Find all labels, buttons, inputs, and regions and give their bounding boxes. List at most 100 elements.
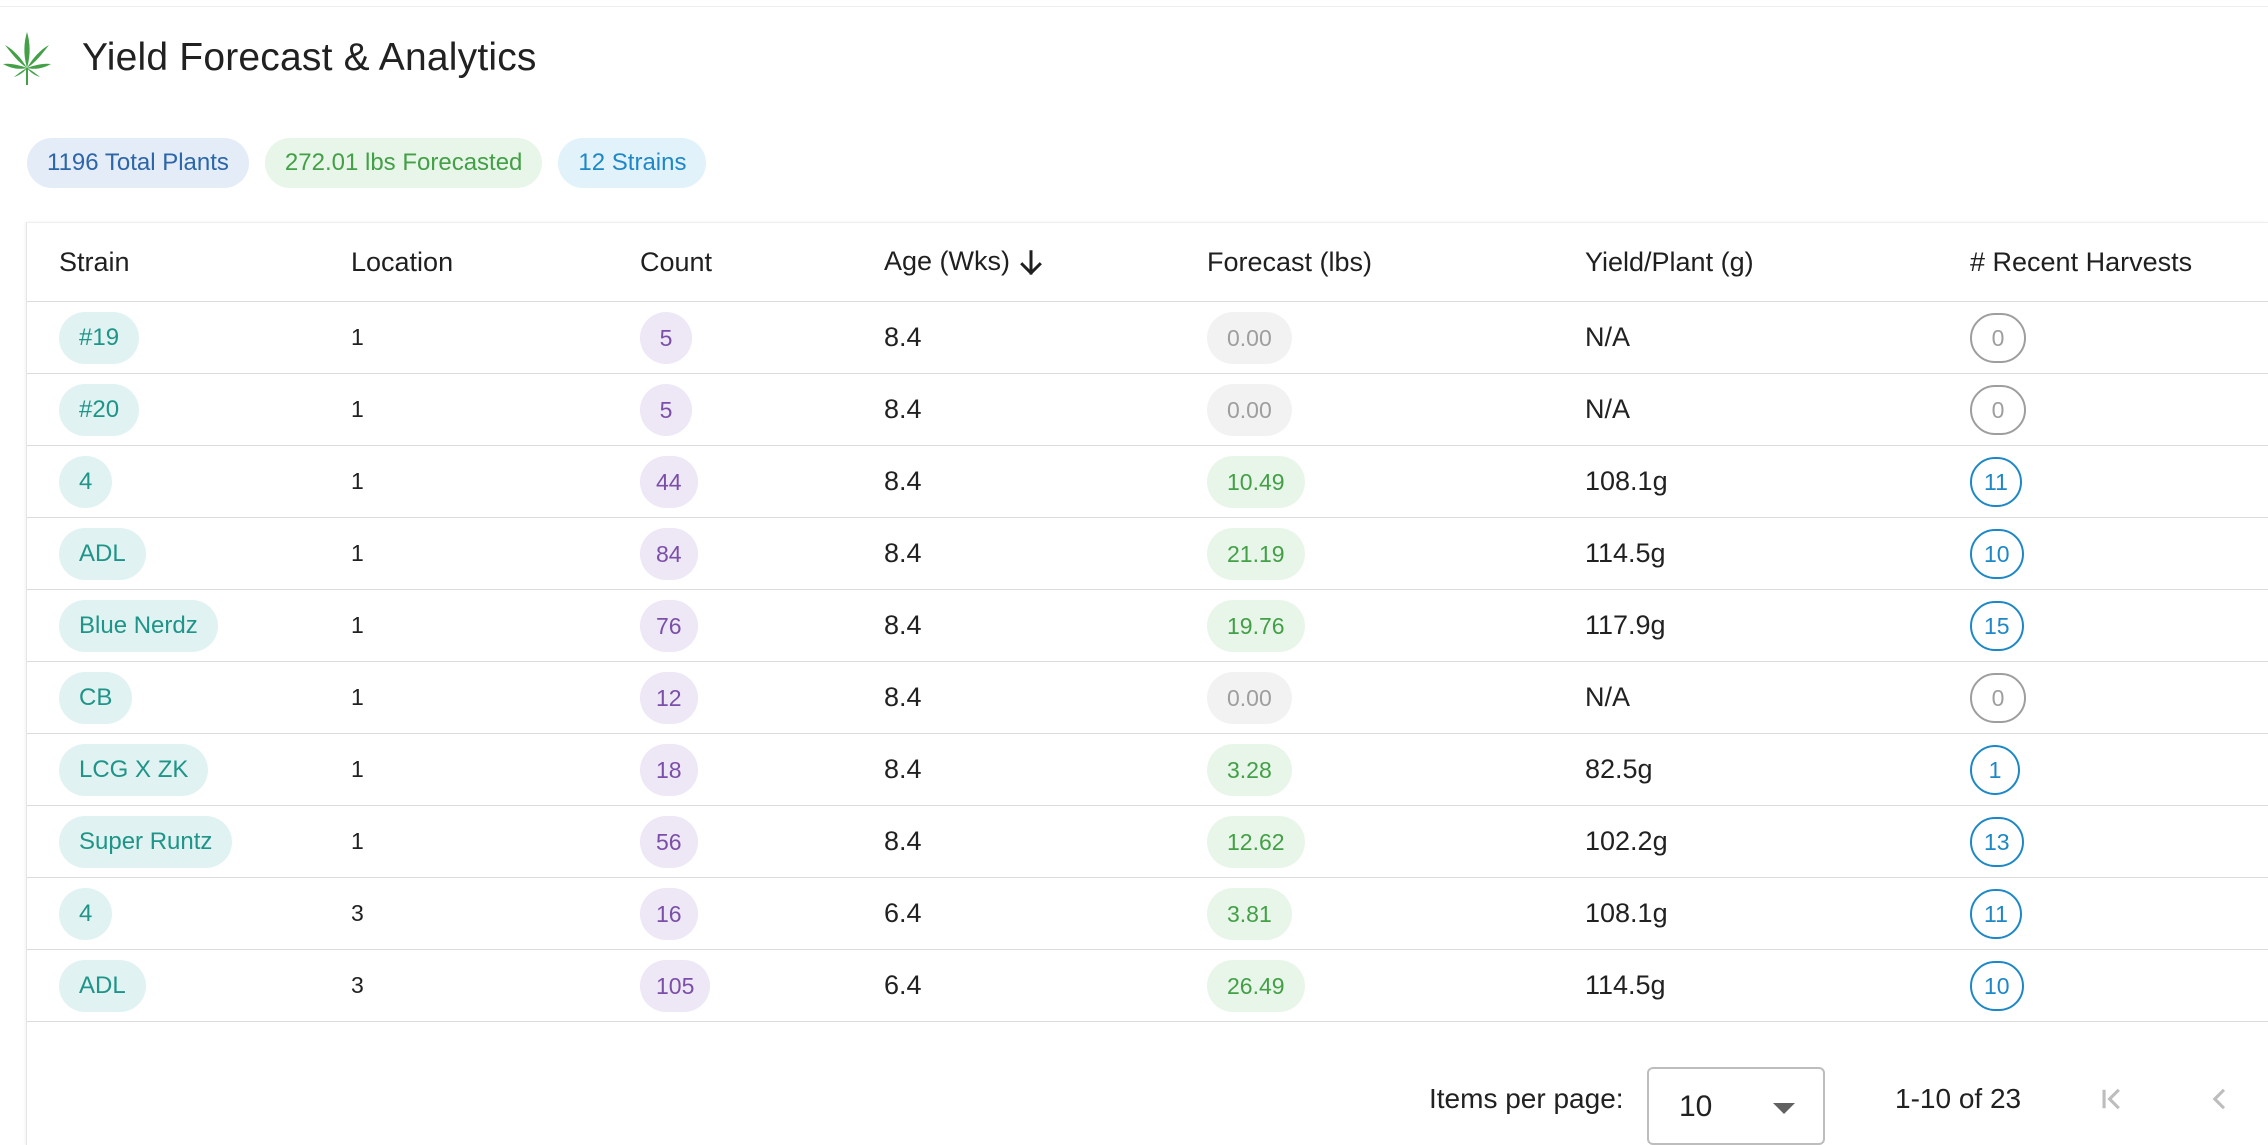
location-cell: 3	[351, 877, 640, 950]
location-cell: 3	[351, 949, 640, 1022]
forecast-chip: 3.81	[1207, 887, 1292, 940]
table-row[interactable]: CB 1 12 8.4 0.00 N/A 0	[27, 661, 2268, 734]
column-header-count[interactable]: Count	[640, 223, 884, 302]
age-cell: 8.4	[884, 589, 1207, 662]
column-header-harvests[interactable]: # Recent Harvests	[1970, 223, 2268, 302]
column-header-label: Forecast (lbs)	[1207, 246, 1373, 277]
location-cell: 1	[351, 517, 640, 590]
count-chip: 105	[640, 959, 711, 1012]
forecast-chip: 21.19	[1207, 527, 1305, 580]
forecast-chip: 26.49	[1207, 959, 1305, 1012]
age-cell: 6.4	[884, 949, 1207, 1022]
column-header-label: Location	[351, 246, 454, 277]
table-row[interactable]: #20 1 5 8.4 0.00 N/A 0	[27, 373, 2268, 446]
location-cell: 1	[351, 661, 640, 734]
yield-cell: 117.9g	[1585, 589, 1970, 662]
table-row[interactable]: Super Runtz 1 56 8.4 12.62 102.2g 13	[27, 805, 2268, 878]
age-cell: 8.4	[884, 373, 1207, 446]
previous-page-button[interactable]	[2195, 1075, 2243, 1123]
strain-chip: 4	[59, 887, 113, 940]
yield-cell: 108.1g	[1585, 445, 1970, 518]
count-chip: 84	[640, 527, 698, 580]
column-header-label: Count	[640, 246, 713, 277]
yield-table-card: Strain Location Count Age (Wks) Forecast…	[26, 222, 2268, 1145]
page-range-label: 1-10 of 23	[1895, 1083, 2022, 1114]
yield-cell: N/A	[1585, 373, 1970, 446]
yield-cell: N/A	[1585, 661, 1970, 734]
column-header-forecast[interactable]: Forecast (lbs)	[1207, 223, 1585, 302]
column-header-strain[interactable]: Strain	[27, 223, 351, 302]
items-per-page-select[interactable]: 10	[1647, 1067, 1825, 1145]
forecast-chip: 0.00	[1207, 383, 1292, 436]
harvest-count-badge: 11	[1970, 888, 2022, 939]
strain-chip: 4	[59, 455, 113, 508]
location-cell: 1	[351, 301, 640, 374]
forecast-chip: 12.62	[1207, 815, 1305, 868]
harvest-count-badge: 0	[1970, 312, 2026, 363]
yield-cell: 102.2g	[1585, 805, 1970, 878]
age-cell: 8.4	[884, 805, 1207, 878]
strain-chip: LCG X ZK	[59, 743, 209, 796]
yield-cell: 114.5g	[1585, 949, 1970, 1022]
count-chip: 16	[640, 887, 698, 940]
items-per-page-value: 10	[1679, 1090, 1713, 1123]
strain-chip: ADL	[59, 527, 146, 580]
table-row[interactable]: ADL 1 84 8.4 21.19 114.5g 10	[27, 517, 2268, 590]
forecast-chip: 3.28	[1207, 743, 1292, 796]
location-cell: 1	[351, 805, 640, 878]
forecast-chip: 0.00	[1207, 311, 1292, 364]
harvest-count-badge: 0	[1970, 384, 2026, 435]
location-cell: 1	[351, 373, 640, 446]
page-title: Yield Forecast & Analytics	[82, 36, 537, 79]
count-chip: 76	[640, 599, 698, 652]
yield-table: Strain Location Count Age (Wks) Forecast…	[27, 223, 2268, 1022]
yield-cell: N/A	[1585, 301, 1970, 374]
harvest-count-badge: 15	[1970, 600, 2024, 651]
column-header-age[interactable]: Age (Wks)	[884, 223, 1207, 302]
total-plants-chip: 1196 Total Plants	[27, 138, 249, 188]
age-cell: 8.4	[884, 445, 1207, 518]
yield-cell: 108.1g	[1585, 877, 1970, 950]
items-per-page-label: Items per page:	[1429, 1083, 1624, 1114]
table-row[interactable]: ADL 3 105 6.4 26.49 114.5g 10	[27, 949, 2268, 1022]
strain-chip: Blue Nerdz	[59, 599, 218, 652]
table-row[interactable]: 4 3 16 6.4 3.81 108.1g 11	[27, 877, 2268, 950]
column-header-label: Strain	[59, 246, 130, 277]
count-chip: 12	[640, 671, 698, 724]
age-cell: 8.4	[884, 733, 1207, 806]
harvest-count-badge: 1	[1970, 744, 2020, 795]
page-header: Yield Forecast & Analytics	[0, 22, 537, 94]
age-cell: 8.4	[884, 517, 1207, 590]
harvest-count-badge: 11	[1970, 456, 2022, 507]
paginator: Items per page: 10 1-10 of 23	[27, 1045, 2268, 1145]
age-cell: 6.4	[884, 877, 1207, 950]
first-page-button[interactable]	[2087, 1075, 2135, 1123]
harvest-count-badge: 13	[1970, 816, 2024, 867]
table-row[interactable]: #19 1 5 8.4 0.00 N/A 0	[27, 301, 2268, 374]
chevron-left-icon	[2212, 1088, 2226, 1110]
forecast-chip: 0.00	[1207, 671, 1292, 724]
column-header-label: # Recent Harvests	[1970, 246, 2193, 277]
table-row[interactable]: Blue Nerdz 1 76 8.4 19.76 117.9g 15	[27, 589, 2268, 662]
strains-count-chip: 12 Strains	[558, 138, 707, 188]
table-row[interactable]: 4 1 44 8.4 10.49 108.1g 11	[27, 445, 2268, 518]
dropdown-caret-icon	[1773, 1103, 1795, 1114]
strain-chip: ADL	[59, 959, 146, 1012]
yield-cell: 82.5g	[1585, 733, 1970, 806]
count-chip: 5	[640, 383, 692, 436]
strain-chip: #20	[59, 383, 140, 436]
location-cell: 1	[351, 733, 640, 806]
location-cell: 1	[351, 445, 640, 518]
column-header-yield[interactable]: Yield/Plant (g)	[1585, 223, 1970, 302]
yield-cell: 114.5g	[1585, 517, 1970, 590]
harvest-count-badge: 0	[1970, 672, 2026, 723]
first-page-icon	[2102, 1088, 2120, 1110]
age-cell: 8.4	[884, 661, 1207, 734]
column-header-location[interactable]: Location	[351, 223, 640, 302]
arrow-down-icon	[1020, 250, 1042, 276]
table-row[interactable]: LCG X ZK 1 18 8.4 3.28 82.5g 1	[27, 733, 2268, 806]
location-cell: 1	[351, 589, 640, 662]
strain-chip: Super Runtz	[59, 815, 233, 868]
forecast-chip: 19.76	[1207, 599, 1305, 652]
age-cell: 8.4	[884, 301, 1207, 374]
